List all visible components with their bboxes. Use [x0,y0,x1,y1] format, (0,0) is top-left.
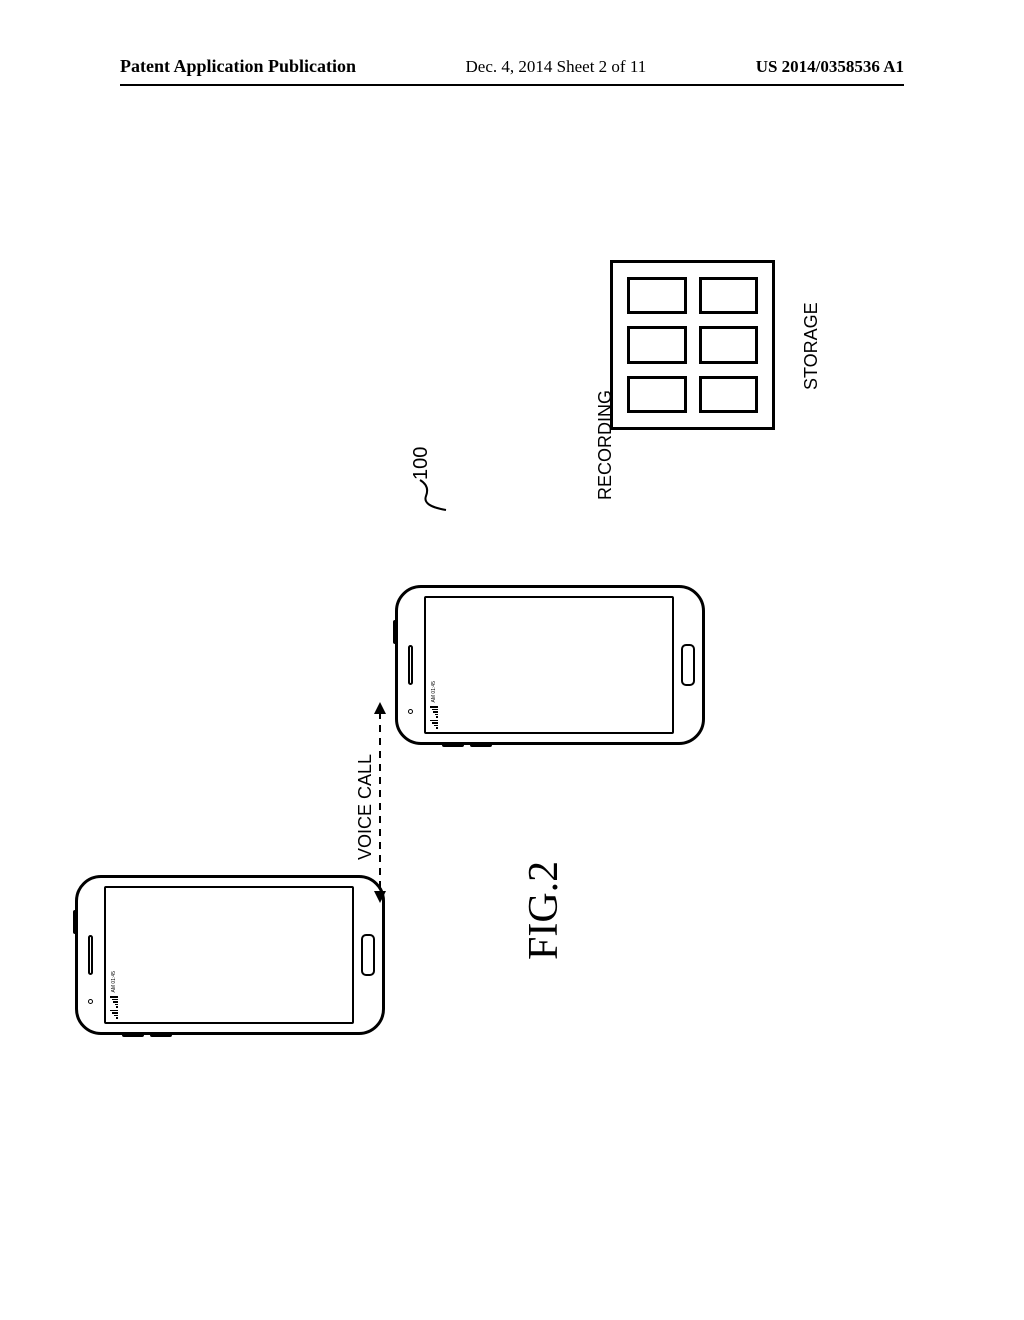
figure-caption: FIG.2 [520,861,568,960]
header-rule [120,84,904,86]
phone-vol-up [122,1032,144,1037]
storage-cell [627,277,687,314]
voice-call-label: VOICE CALL [355,754,376,860]
phone-earpiece [408,645,413,685]
header-right: US 2014/0358536 A1 [756,57,904,77]
phone-sensor [88,999,93,1004]
phone-power-button [73,910,78,934]
phone-home-button [681,644,695,686]
wifi-bars-icon [110,997,118,1009]
phone-statusbar: AM 01:45 [428,600,440,730]
phone-vol-down [150,1032,172,1037]
phone-statusbar: AM 01:45 [108,890,120,1020]
phone-sensor [408,709,413,714]
storage-cell [699,277,759,314]
signal-bars-icon [110,1010,118,1019]
signal-bars-icon [430,720,438,729]
page-header: Patent Application Publication Dec. 4, 2… [0,56,1024,77]
storage-cell [627,376,687,413]
phone-left: AM 01:45 [75,875,385,1035]
storage-label: STORAGE [801,302,822,390]
ref-leader-line [416,476,456,516]
status-time: AM 01:45 [431,681,437,702]
phone-screen: AM 01:45 [424,596,674,734]
phone-vol-up [442,742,464,747]
storage-cell [627,326,687,363]
storage-block [610,260,775,430]
phone-home-button [361,934,375,976]
wifi-bars-icon [430,707,438,719]
header-left: Patent Application Publication [120,56,356,77]
phone-earpiece [88,935,93,975]
phone-right: AM 01:45 [395,585,705,745]
recording-label: RECORDING [595,390,616,500]
phone-power-button [393,620,398,644]
ref-number-100: 100 [410,447,433,480]
figure-area: AM 01:45 AM 01:45 100 VOICE CALL [120,200,904,1200]
storage-cell [699,376,759,413]
phone-screen: AM 01:45 [104,886,354,1024]
status-time: AM 01:45 [111,971,117,992]
phone-vol-down [470,742,492,747]
header-center: Dec. 4, 2014 Sheet 2 of 11 [466,57,647,77]
storage-cell [699,326,759,363]
